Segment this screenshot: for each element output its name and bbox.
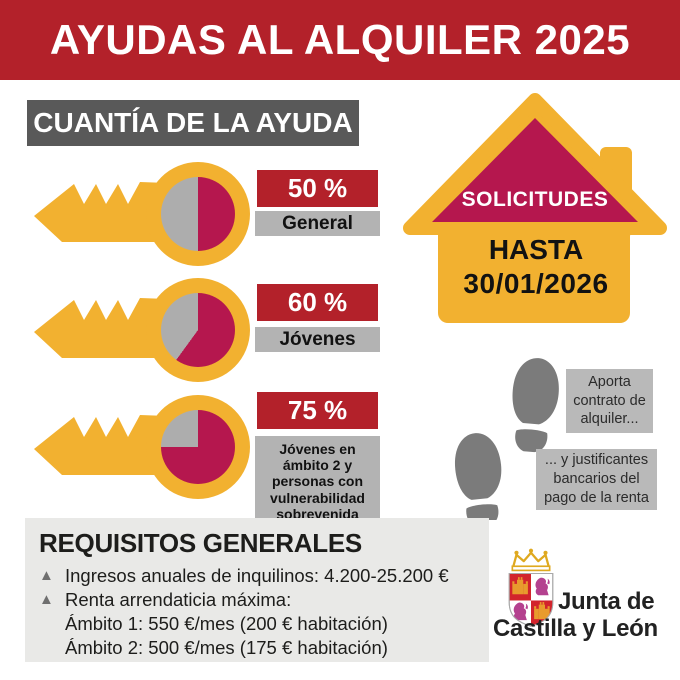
pie-chart xyxy=(161,410,235,484)
percentage-label: 60 % xyxy=(287,287,348,317)
pie-chart xyxy=(161,177,235,251)
requisito-line: ▲ Ámbito 1: 550 €/mes (200 € habitación) xyxy=(37,612,477,636)
requisito-text: Renta arrendaticia máxima: xyxy=(65,589,292,611)
note-contract: Aporta contrato de alquiler... xyxy=(566,369,653,433)
note-bank: ... y justificantes bancarios del pago d… xyxy=(536,449,657,510)
category-label: General xyxy=(282,212,353,234)
category-badge: Jóvenes en ámbito 2 y personas con vulne… xyxy=(255,436,380,528)
percentage-label: 50 % xyxy=(287,173,348,203)
requisito-text: Ingresos anuales de inquilinos: 4.200-25… xyxy=(65,565,449,586)
requisito-line: ▲ Ingresos anuales de inquilinos: 4.200-… xyxy=(37,564,477,588)
key-icon xyxy=(26,270,256,390)
requisito-line: ▲ Ámbito 2: 500 €/mes (175 € habitación) xyxy=(37,636,477,660)
category-badge: General xyxy=(255,211,380,236)
junta-logo: Junta de Castilla y León xyxy=(490,543,676,655)
category-label: Jóvenes en ámbito 2 y personas con vulne… xyxy=(270,441,365,522)
house-icon: SOLICITUDES HASTA 30/01/2026 xyxy=(402,92,670,327)
house-glyph xyxy=(403,93,667,323)
key-icon xyxy=(26,387,256,507)
coat-of-arms-icon xyxy=(508,548,554,627)
triangle-bullet-icon: ▲ xyxy=(39,591,54,609)
org-name-line1: Junta de xyxy=(558,588,655,615)
deadline-date: 30/01/2026 xyxy=(463,268,609,299)
percentage-label: 75 % xyxy=(287,395,348,425)
requisitos-panel: REQUISITOS GENERALES ▲ Ingresos anuales … xyxy=(25,518,489,662)
solicitudes-label: SOLICITUDES xyxy=(461,188,609,211)
percentage-badge: 60 % xyxy=(257,284,378,321)
page-title: AYUDAS AL ALQUILER 2025 xyxy=(49,16,631,63)
percentage-badge: 50 % xyxy=(257,170,378,207)
requisitos-heading: REQUISITOS GENERALES xyxy=(39,528,362,558)
percentage-badge: 75 % xyxy=(257,392,378,429)
section-heading-cuantia: CUANTÍA DE LA AYUDA xyxy=(27,100,359,146)
requisito-text: Ámbito 1: 550 €/mes (200 € habitación) xyxy=(65,613,388,635)
org-name-line2: Castilla y León xyxy=(493,615,658,642)
key-icon xyxy=(26,154,256,274)
note-bank-text: ... y justificantes bancarios del pago d… xyxy=(544,452,649,506)
section-heading-label: CUANTÍA DE LA AYUDA xyxy=(33,107,353,138)
title-banner: AYUDAS AL ALQUILER 2025 xyxy=(0,0,680,80)
category-badge: Jóvenes xyxy=(255,327,380,352)
deadline-label: HASTA xyxy=(488,234,584,265)
note-contract-text: Aporta contrato de alquiler... xyxy=(573,373,646,428)
requisito-text: Ámbito 2: 500 €/mes (175 € habitación) xyxy=(65,637,388,659)
requisito-line: ▲ Renta arrendaticia máxima: xyxy=(37,588,477,612)
triangle-bullet-icon: ▲ xyxy=(39,567,54,584)
pie-chart xyxy=(161,293,235,367)
category-label: Jóvenes xyxy=(279,328,356,350)
